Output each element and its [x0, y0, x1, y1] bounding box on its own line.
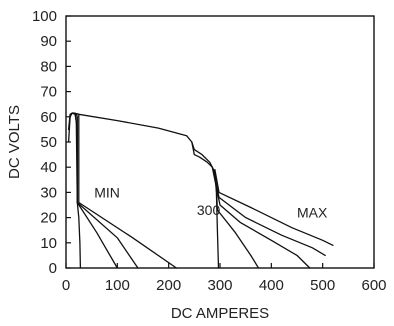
volt-ampere-curve-7	[211, 166, 311, 269]
x-tick-label: 300	[207, 277, 232, 294]
x-tick-label: 600	[361, 277, 386, 294]
x-tick-label: 500	[310, 277, 335, 294]
y-tick-label: 50	[40, 134, 57, 151]
x-tick-label: 400	[259, 277, 284, 294]
curve-annotation-max: MAX	[297, 205, 328, 221]
volt-ampere-curve-2	[67, 112, 118, 269]
y-tick-label: 30	[40, 184, 57, 201]
volt-ampere-curve-9	[214, 169, 334, 246]
curve-annotation-300: 300	[197, 202, 221, 218]
y-tick-label: 70	[40, 84, 57, 101]
x-axis-title: DC AMPERES	[171, 305, 269, 322]
y-axis-title: DC VOLTS	[6, 105, 23, 179]
y-tick-label: 40	[40, 159, 57, 176]
y-tick-label: 10	[40, 235, 57, 252]
plot-frame	[65, 15, 375, 269]
x-tick-label: 0	[62, 277, 70, 294]
volt-ampere-curve-4	[73, 112, 178, 269]
y-tick-label: 0	[49, 260, 57, 277]
annotation-layer: MIN 300 MAX	[94, 184, 328, 220]
curve-layer	[67, 112, 334, 269]
y-tick-label: 90	[40, 33, 57, 50]
y-tick-label: 20	[40, 210, 57, 227]
tick-label-layer: 0 100 200 300 400 500 600 0 10 20 30 40 50 60 70 80 90 10…	[32, 8, 387, 294]
x-tick-label: 100	[105, 277, 130, 294]
volt-ampere-curve-8	[213, 171, 326, 257]
x-tick-label: 200	[156, 277, 181, 294]
y-tick-label: 60	[40, 109, 57, 126]
y-tick-label: 100	[32, 8, 57, 25]
y-tick-label: 80	[40, 58, 57, 75]
tick-layer	[65, 15, 375, 269]
curve-annotation-min: MIN	[94, 184, 120, 200]
